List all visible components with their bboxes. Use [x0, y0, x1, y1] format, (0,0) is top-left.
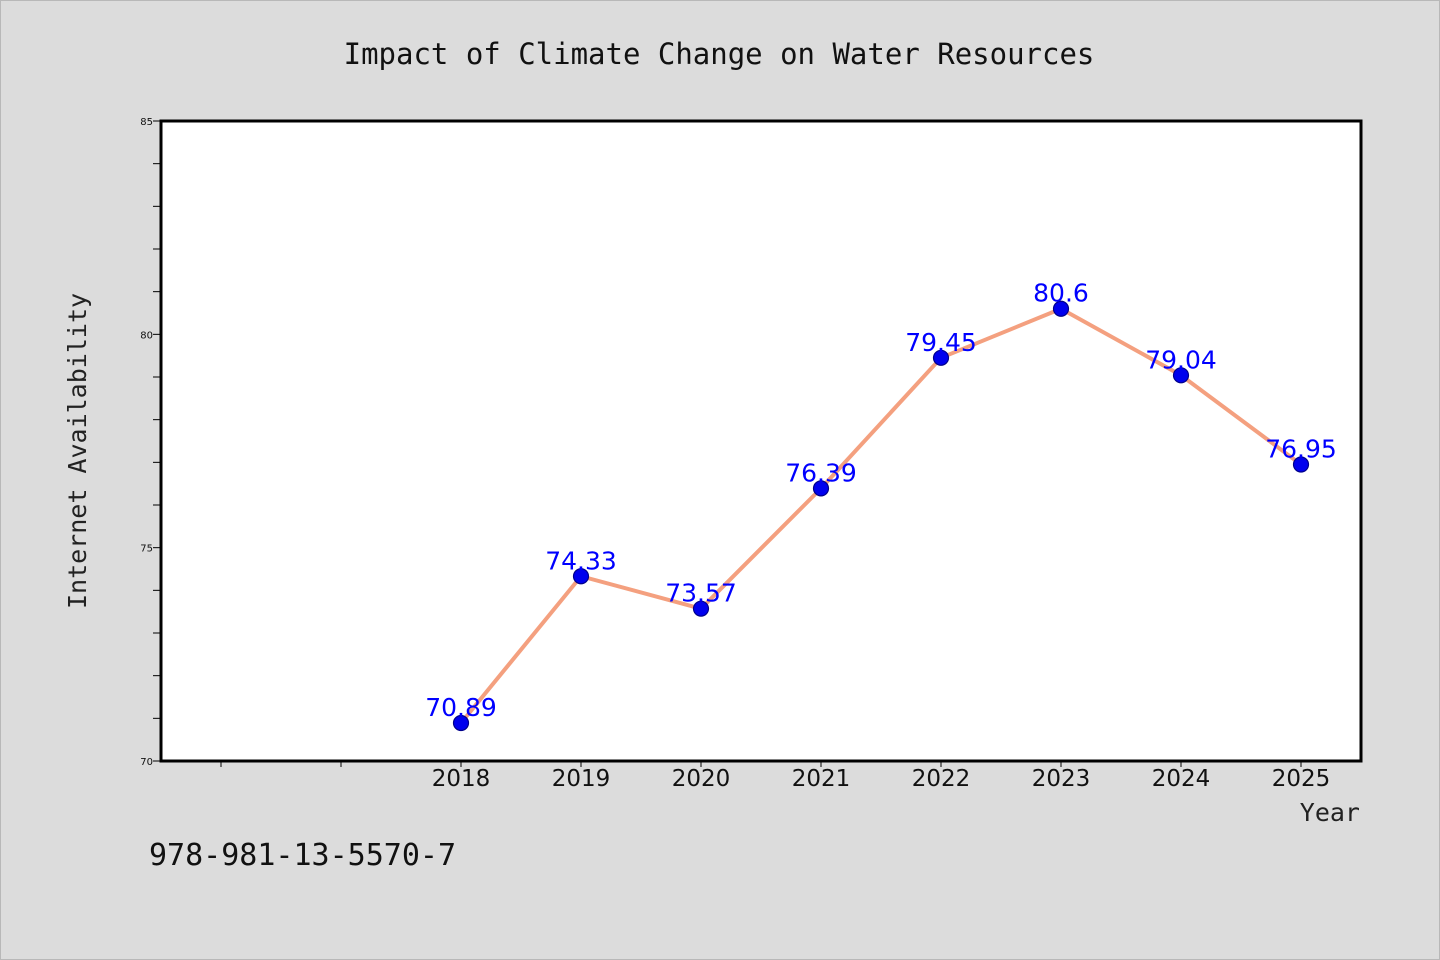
y-tick-label: 80	[140, 330, 153, 341]
plot-frame	[159, 119, 1363, 763]
series-line	[459, 306, 1303, 726]
x-tick-label: 2025	[1272, 766, 1331, 792]
data-label: 73.57	[665, 579, 737, 608]
x-tick-label: 2023	[1032, 766, 1091, 792]
y-tick-label: 75	[140, 544, 153, 555]
x-tick-label: 2020	[672, 766, 731, 792]
x-axis-label: Year	[1300, 798, 1360, 827]
data-label: 79.04	[1145, 345, 1217, 374]
data-point	[1292, 456, 1310, 473]
isbn-annotation: 978-981-13-5570-7	[149, 838, 456, 873]
y-axis-label: Internet Availability	[63, 293, 92, 609]
x-tick-label: 2019	[552, 766, 611, 792]
x-tick-label: 2022	[912, 766, 971, 792]
y-tick-label: 85	[140, 117, 153, 128]
y-tick-label: 70	[140, 757, 153, 768]
x-tick-label: 2024	[1152, 766, 1211, 792]
data-label: 74.33	[545, 546, 617, 575]
data-point	[1172, 367, 1190, 384]
data-label: 76.95	[1265, 434, 1337, 463]
chart-title: Impact of Climate Change on Water Resour…	[344, 37, 1095, 71]
plot-area	[161, 121, 1361, 761]
data-label: 79.45	[905, 328, 977, 357]
axis-ticks: 70 75 80 85 2018 2019 2020 2021 2022 2023 2024 2025	[140, 117, 1330, 792]
series-layer	[452, 300, 1310, 732]
data-label: 76.39	[785, 458, 857, 487]
data-point	[812, 480, 830, 497]
data-point	[692, 600, 710, 617]
x-tick-label: 2018	[432, 766, 491, 792]
x-tick-label: 2021	[792, 766, 851, 792]
data-label: 80.6	[1033, 279, 1089, 308]
data-point	[572, 568, 590, 585]
data-point	[452, 714, 470, 732]
data-label: 70.89	[425, 693, 497, 722]
data-point	[1052, 300, 1070, 317]
data-point	[932, 349, 950, 366]
data-labels: 70.89 74.33 73.57 76.39 79.45 80.6 79.04 76.95	[425, 279, 1337, 722]
